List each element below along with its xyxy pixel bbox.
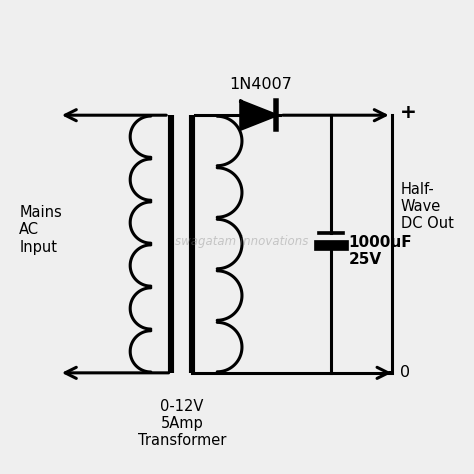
Text: Half-
Wave
DC Out: Half- Wave DC Out	[401, 182, 454, 231]
Text: 1N4007: 1N4007	[229, 77, 292, 92]
Text: +: +	[400, 103, 417, 122]
Text: Mains
AC
Input: Mains AC Input	[19, 205, 62, 255]
Polygon shape	[241, 101, 276, 129]
Text: 0: 0	[400, 365, 410, 380]
Text: swagatam innovations: swagatam innovations	[175, 235, 309, 248]
Text: 1000uF
25V: 1000uF 25V	[348, 235, 412, 267]
Text: 0-12V
5Amp
Transformer: 0-12V 5Amp Transformer	[138, 399, 226, 448]
